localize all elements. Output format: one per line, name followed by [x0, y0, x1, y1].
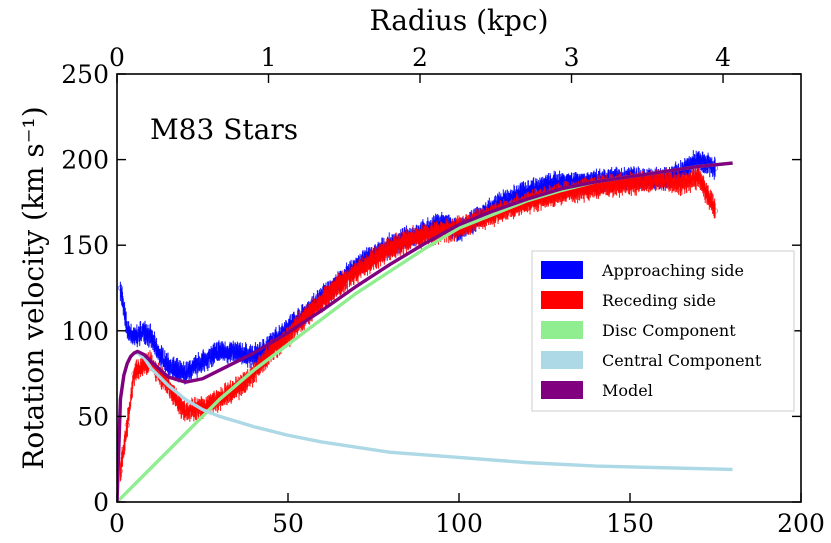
top-tick-label: 2 [412, 43, 428, 72]
x-tick-label: 50 [272, 509, 304, 538]
legend-label: Central Component [602, 351, 762, 370]
y-axis-title: Rotation velocity (km s⁻¹) [17, 106, 50, 469]
y-tick-label: 200 [61, 146, 109, 175]
data-point [124, 422, 130, 428]
x-tick-label: 0 [109, 509, 125, 538]
legend-label: Model [602, 381, 653, 400]
data-point [131, 370, 137, 377]
y-tick-label: 250 [61, 60, 109, 89]
x-tick-label: 200 [777, 509, 825, 538]
model-lines [117, 161, 733, 502]
legend-label: Approaching side [601, 261, 744, 280]
legend-label: Receding side [602, 291, 716, 310]
y-tick-label: 0 [93, 488, 109, 517]
legend-swatch [541, 261, 583, 279]
x-tick-label: 150 [606, 509, 654, 538]
legend: Approaching side Receding side Disc Compon… [531, 250, 795, 412]
top-tick-label: 3 [564, 43, 580, 72]
y-tick-label: 150 [61, 231, 109, 260]
legend-swatch [541, 321, 583, 339]
series-model [117, 161, 733, 502]
x-tick-label: 100 [435, 509, 483, 538]
legend-label: Disc Component [602, 321, 736, 340]
legend-swatch [541, 351, 583, 369]
y-tick-label: 50 [77, 402, 109, 431]
legend-swatch [541, 381, 583, 399]
top-tick-label: 4 [715, 43, 731, 72]
y-tick-label: 100 [61, 317, 109, 346]
top-tick-label: 1 [261, 43, 277, 72]
data-point [131, 335, 137, 341]
legend-swatch [541, 291, 583, 309]
top-tick-label: 0 [109, 43, 125, 72]
data-point [117, 285, 124, 291]
chart-annotation: M83 Stars [150, 113, 298, 146]
top-axis-title: Radius (kpc) [369, 4, 548, 37]
data-point [712, 208, 719, 214]
